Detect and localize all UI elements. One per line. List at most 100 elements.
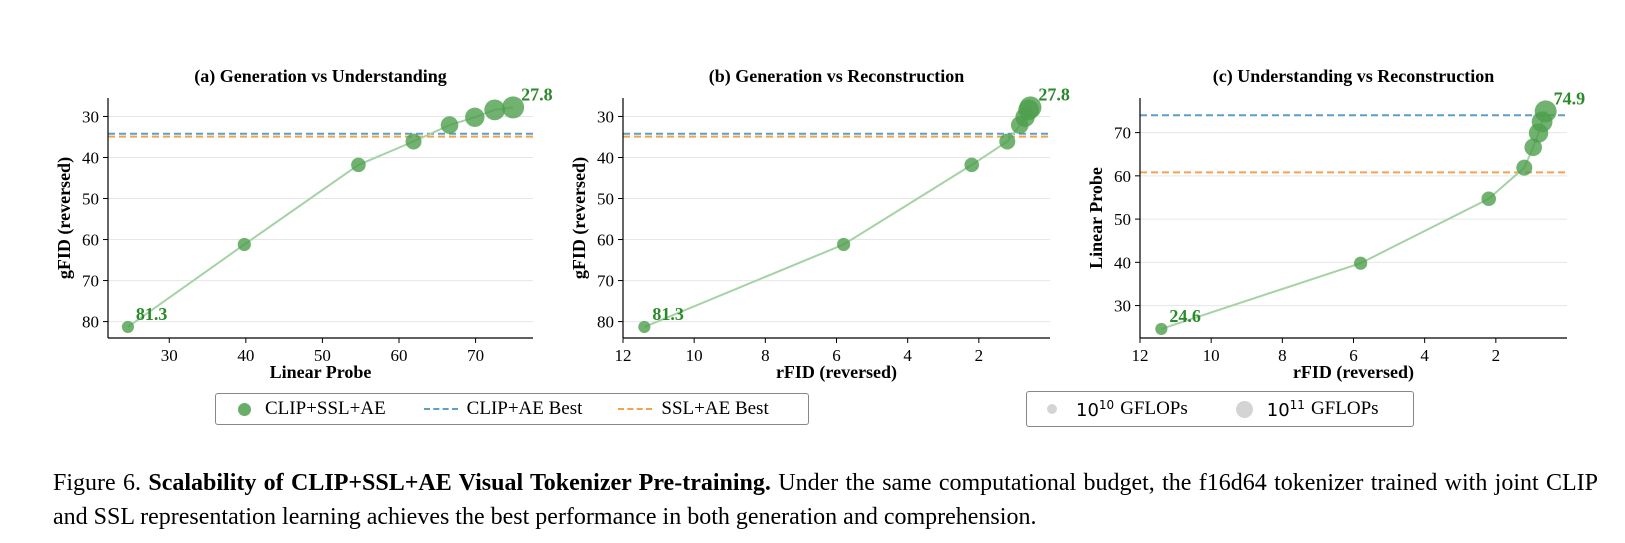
- series-line: [1160, 111, 1547, 330]
- legend-marker-small: [1047, 404, 1057, 414]
- x-tick-label: 8: [1278, 346, 1287, 365]
- legend-entry-clip-ssl-ae: CLIP+SSL+AE: [238, 398, 386, 420]
- x-axis-label: rFID (reversed): [776, 362, 897, 383]
- data-point: [1524, 138, 1542, 157]
- y-axis-label: Linear Probe: [1086, 167, 1106, 269]
- y-tick-label: 60: [82, 231, 99, 250]
- x-axis-label: rFID (reversed): [1293, 362, 1414, 383]
- x-axis-label: Linear Probe: [270, 362, 372, 382]
- legend-marker-dash-orange: [618, 408, 653, 410]
- chart-panel-1: 81.3 27.8 30 40 50 60 70 80 30 40 50 60 70 (a) Genera…: [54, 66, 553, 382]
- data-label: 74.9: [1554, 88, 1586, 108]
- series-line: [127, 106, 514, 328]
- data-point: [237, 237, 251, 252]
- data-label: 81.3: [652, 304, 684, 324]
- x-tick-label: 10: [686, 346, 703, 365]
- series-line: [644, 106, 1032, 328]
- legend-large-unit: GFLOPs: [1310, 398, 1379, 419]
- y-tick-label: 80: [82, 313, 99, 332]
- caption-prefix: Figure 6.: [53, 470, 141, 496]
- x-tick-label: 6: [1349, 346, 1358, 365]
- x-tick-label: 70: [467, 346, 484, 365]
- y-axis-label: gFID (reversed): [569, 157, 590, 279]
- legend-entry-ssl-ae-best: SSL+AE Best: [618, 398, 769, 420]
- caption-body: Under the same computational budget, the…: [53, 470, 1599, 530]
- data-point: [465, 107, 485, 127]
- legend-entry-small-gflops: 1010 GFLOPs: [1047, 398, 1188, 421]
- y-tick-label: 80: [597, 313, 614, 332]
- data-label: 81.3: [136, 304, 168, 324]
- data-point: [484, 99, 506, 121]
- data-point: [1155, 322, 1168, 336]
- legend-small-unit: GFLOPs: [1120, 398, 1188, 419]
- x-tick-label: 10: [1203, 346, 1220, 365]
- y-tick-label: 50: [597, 190, 614, 209]
- legend-label-ssl-ae-best: SSL+AE Best: [661, 398, 769, 419]
- data-point: [1354, 256, 1368, 270]
- y-tick-label: 50: [82, 190, 99, 209]
- figure-caption: Figure 6. Scalability of CLIP+SSL+AE Vis…: [53, 466, 1598, 534]
- legend-marker-circle: [238, 402, 251, 416]
- legend-large-base: 10: [1266, 399, 1290, 421]
- legend-small-exp: 10: [1098, 397, 1115, 412]
- x-tick-label: 30: [161, 346, 178, 365]
- data-label: 27.8: [1038, 84, 1070, 104]
- data-point: [999, 133, 1016, 150]
- legend-label-small: 1010: [1076, 398, 1114, 421]
- chart-panel-3: 24.6 74.9 30 40 50 60 70 12 10 8 6 4 2 (c) Understand…: [1086, 66, 1585, 383]
- figure-charts: 81.3 27.8 30 40 50 60 70 80 30 40 50 60 70 (a) Genera…: [54, 66, 1585, 383]
- chart-title: (c) Understanding vs Reconstruction: [1213, 66, 1495, 87]
- caption-title: Scalability of CLIP+SSL+AE Visual Tokeni…: [148, 470, 771, 496]
- y-tick-label: 60: [1114, 167, 1131, 186]
- data-label: 27.8: [521, 84, 553, 104]
- legend-size: 1010 GFLOPs 1011 GFLOPs: [1026, 391, 1414, 427]
- data-point: [1481, 191, 1497, 207]
- y-tick-label: 40: [82, 148, 99, 167]
- legend-entry-clip-ae-best: CLIP+AE Best: [423, 398, 583, 420]
- x-tick-label: 2: [975, 346, 984, 365]
- legend-main: CLIP+SSL+AE CLIP+AE Best SSL+AE Best: [215, 393, 809, 425]
- legend-label-clip-ae-best: CLIP+AE Best: [466, 398, 583, 419]
- y-tick-label: 40: [597, 148, 614, 167]
- x-tick-label: 6: [832, 346, 841, 365]
- data-point: [1516, 159, 1533, 176]
- y-tick-label: 30: [82, 107, 99, 126]
- x-tick-label: 12: [615, 346, 632, 365]
- data-point: [837, 237, 851, 252]
- y-tick-label: 50: [1114, 210, 1131, 229]
- y-tick-label: 60: [597, 231, 614, 250]
- data-point: [440, 116, 459, 134]
- y-tick-label: 70: [82, 272, 99, 291]
- data-point: [964, 157, 980, 173]
- legend-entry-large-gflops: 1011 GFLOPs: [1235, 398, 1379, 421]
- data-label: 24.6: [1169, 306, 1201, 326]
- legend-marker-large: [1235, 400, 1253, 418]
- x-tick-label: 60: [390, 346, 407, 365]
- x-tick-label: 8: [761, 346, 770, 365]
- y-axis-label: gFID (reversed): [54, 157, 75, 279]
- y-tick-label: 40: [1114, 253, 1131, 272]
- y-tick-label: 30: [1114, 297, 1131, 316]
- x-tick-label: 50: [314, 346, 331, 365]
- data-point: [405, 133, 422, 150]
- data-point: [638, 320, 651, 334]
- legend-small-base: 10: [1076, 399, 1099, 421]
- data-point: [1019, 96, 1042, 119]
- data-point: [121, 320, 135, 334]
- data-point: [351, 157, 366, 173]
- chart-title: (a) Generation vs Understanding: [194, 66, 447, 87]
- data-point: [502, 96, 525, 119]
- x-tick-label: 12: [1132, 346, 1149, 365]
- x-tick-label: 4: [1420, 346, 1429, 365]
- y-tick-label: 70: [597, 272, 614, 291]
- legend-label-large: 1011: [1267, 398, 1305, 421]
- legend-large-exp: 11: [1289, 397, 1305, 412]
- x-tick-label: 4: [903, 346, 912, 365]
- y-tick-label: 30: [597, 107, 614, 126]
- y-tick-label: 70: [1114, 124, 1131, 143]
- x-tick-label: 40: [237, 346, 254, 365]
- data-point: [1534, 100, 1557, 123]
- chart-title: (b) Generation vs Reconstruction: [709, 66, 964, 87]
- x-tick-label: 2: [1492, 346, 1501, 365]
